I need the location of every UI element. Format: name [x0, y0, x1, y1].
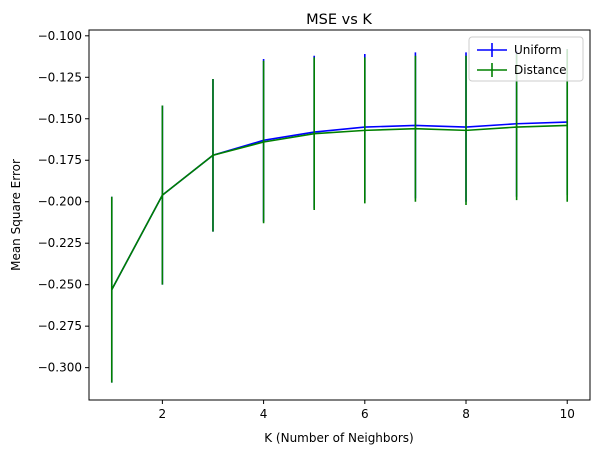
y-tick-label: −0.150 [38, 112, 82, 126]
y-axis: −0.100 −0.125 −0.150 −0.175 −0.200 −0.225 −0.2… [38, 29, 89, 375]
x-tick-label: 8 [462, 407, 470, 421]
y-tick-label: −0.125 [38, 70, 82, 84]
y-tick-label: −0.175 [38, 153, 82, 167]
x-tick-label: 10 [560, 407, 575, 421]
x-tick-label: 4 [260, 407, 268, 421]
y-tick-label: −0.100 [38, 29, 82, 43]
legend: Uniform Distance [468, 36, 584, 82]
x-axis: 2 4 6 8 10 [159, 400, 575, 421]
y-tick-label: −0.225 [38, 236, 82, 250]
legend-label: Distance [514, 63, 566, 77]
x-tick-label: 2 [159, 407, 167, 421]
y-axis-label: Mean Square Error [9, 159, 23, 271]
x-axis-label: K (Number of Neighbors) [264, 431, 414, 445]
x-tick-label: 6 [361, 407, 369, 421]
chart-title: MSE vs K [306, 12, 372, 28]
series-line [111, 124, 568, 291]
axes-frame [88, 29, 591, 401]
y-tick-label: −0.250 [38, 278, 82, 292]
legend-label: Uniform [514, 43, 562, 57]
y-tick-label: −0.300 [38, 361, 82, 375]
y-tick-label: −0.200 [38, 195, 82, 209]
y-tick-label: −0.275 [38, 319, 82, 333]
